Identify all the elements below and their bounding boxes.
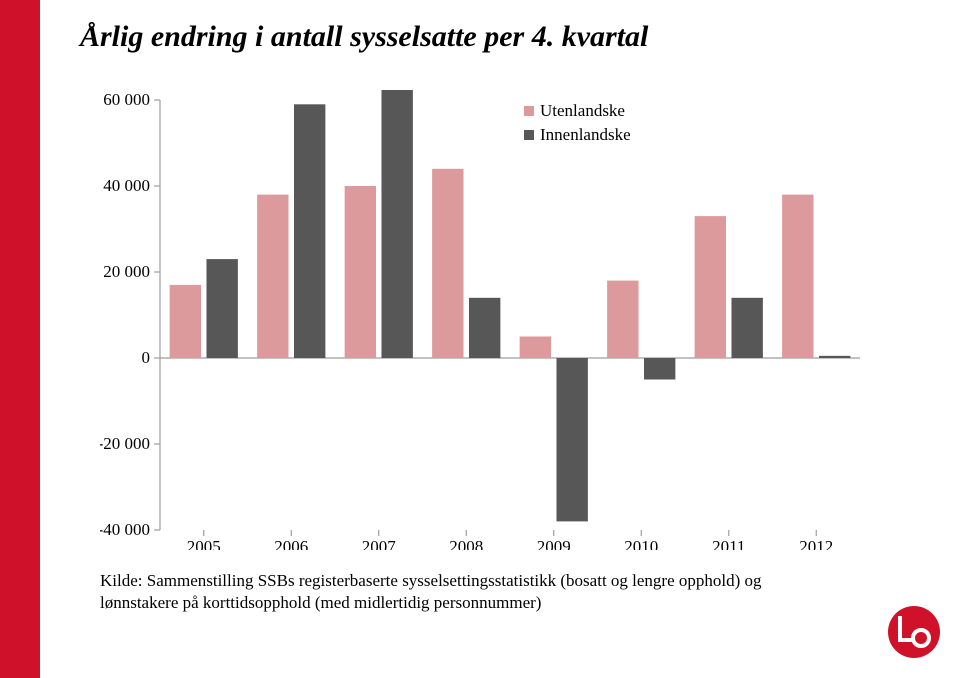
sidebar-band [0,0,40,678]
bar [819,356,850,358]
page-title: Årlig endring i antall sysselsatte per 4… [80,20,648,54]
bar [782,195,813,358]
bar [345,186,376,358]
x-tick-label: 2006 [274,537,308,550]
legend-label: Utenlandske [540,101,625,120]
x-tick-label: 2011 [712,537,745,550]
bar [607,281,638,358]
bar [520,337,551,359]
bar [556,358,587,521]
bar [206,259,237,358]
bar [294,104,325,358]
bar [731,298,762,358]
bar [381,90,412,358]
y-tick-label: 60 000 [103,90,150,109]
bar [644,358,675,380]
x-tick-label: 2005 [187,537,221,550]
bar [469,298,500,358]
y-tick-label: 40 000 [103,176,150,195]
x-tick-label: 2009 [537,537,571,550]
x-tick-label: 2007 [362,537,397,550]
legend-label: Innenlandske [540,125,631,144]
y-tick-label: 0 [142,348,151,367]
y-tick-label: -40 000 [100,520,150,539]
y-tick-label: 20 000 [103,262,150,281]
bar [257,195,288,358]
x-tick-label: 2010 [624,537,658,550]
bar [695,216,726,358]
bar [432,169,463,358]
legend-swatch [524,130,534,140]
x-tick-label: 2008 [449,537,483,550]
employment-change-chart: -40 000 -20 000 0 20 000 40 000 60 000 2005 200… [100,90,860,550]
lo-logo [888,606,940,658]
legend-swatch [524,106,534,116]
y-tick-label: -20 000 [100,434,150,453]
slide: Årlig endring i antall sysselsatte per 4… [0,0,960,678]
x-tick-label: 2012 [799,537,833,550]
bar [170,285,201,358]
source-note: Kilde: Sammenstilling SSBs registerbaser… [100,570,820,614]
